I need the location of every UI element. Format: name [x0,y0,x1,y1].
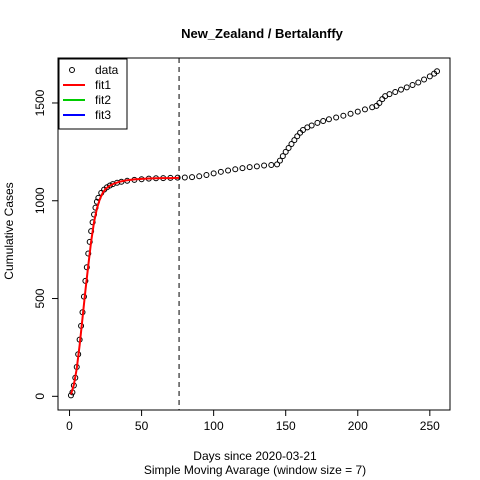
data-point [210,170,217,177]
legend-label-fit1: fit1 [95,78,111,92]
data-point [409,81,416,88]
data-point [386,91,393,98]
data-point [282,148,289,155]
legend-label-data: data [95,63,119,77]
data-point [85,250,92,257]
data-point [189,174,196,181]
data-point [426,73,433,80]
data-point [253,163,260,170]
x-tick-label: 100 [204,419,224,433]
chart-title: New_Zealand / Bertalanffy [181,26,344,41]
data-point [268,161,275,168]
fit-line-fit1 [70,176,180,395]
x-tick-label: 150 [276,419,296,433]
data-point [415,79,422,86]
data-point [314,119,321,126]
data-point [354,108,361,115]
legend-box [58,58,128,130]
y-axis-label: Cumulative Cases [2,182,16,279]
data-point [246,164,253,171]
y-tick-label: 500 [33,288,47,308]
x-tick-label: 250 [420,419,440,433]
legend-label-fit3: fit3 [95,108,111,122]
x-tick-label: 200 [348,419,368,433]
data-point [434,68,441,75]
data-point [294,133,301,140]
data-point [285,144,292,151]
data-point [288,141,295,148]
data-point [217,168,224,175]
data-point [333,114,340,121]
data-point [325,116,332,123]
x-axis-label: Days since 2020-03-21 [193,449,317,463]
data-point [308,122,315,129]
data-point [86,238,93,245]
data-point [361,106,368,113]
data-point [274,161,281,168]
data-point [320,117,327,124]
data-point [279,153,286,160]
data-point [376,99,383,106]
legend-label-fit2: fit2 [95,93,111,107]
y-tick-label: 1500 [33,89,47,116]
data-point [261,162,268,169]
legend-marker-data [69,67,75,73]
data-point [225,167,232,174]
data-point [181,174,188,181]
x-tick-label: 0 [66,419,73,433]
data-point [421,76,428,83]
data-point [203,171,210,178]
y-tick-label: 1000 [33,187,47,214]
data-point [403,84,410,91]
data-point [300,126,306,133]
plot-area: 0 50 100 150 200 250 0 500 1000 1500 datafit1fit2f… [33,57,451,433]
data-point [89,219,96,226]
data-point [196,173,203,180]
data-point [398,86,404,93]
data-point [291,137,298,144]
data-point [340,112,347,119]
x-axis-sublabel: Simple Moving Avarage (window size = 7) [144,463,366,477]
data-point [392,89,399,96]
data-point [347,110,354,117]
data-point [232,166,239,173]
x-tick-label: 50 [135,419,149,433]
plot-frame [57,57,451,411]
data-point [239,165,246,172]
data-point [276,157,283,164]
y-tick-label: 0 [33,393,47,400]
